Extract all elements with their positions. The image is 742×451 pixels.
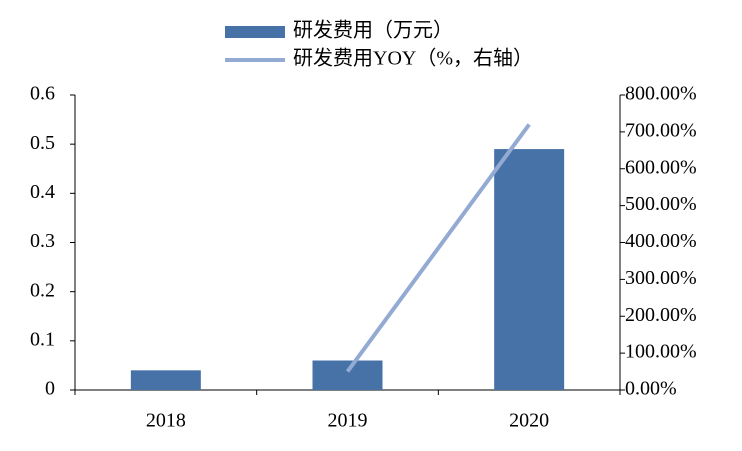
y2-tick-label: 700.00% xyxy=(625,119,697,141)
y2-tick-label: 800.00% xyxy=(625,83,697,105)
y-tick-label: 0.5 xyxy=(30,132,55,154)
line xyxy=(345,123,531,373)
legend-swatch xyxy=(225,26,285,38)
x-tick-label: 2018 xyxy=(146,410,186,432)
y2-tick-label: 600.00% xyxy=(625,156,697,178)
y2-tick-label: 300.00% xyxy=(625,267,697,289)
x-tick-label: 2020 xyxy=(509,410,549,432)
x-tick-label: 2019 xyxy=(328,410,368,432)
y-tick-label: 0.2 xyxy=(30,279,55,301)
legend-label: 研发费用（万元） xyxy=(293,19,453,42)
y2-tick-label: 100.00% xyxy=(625,341,697,363)
bar xyxy=(130,370,201,390)
y-tick-label: 0.1 xyxy=(30,328,55,350)
y2-tick-label: 500.00% xyxy=(625,193,697,215)
bar xyxy=(494,149,565,390)
y-tick-label: 0.4 xyxy=(30,181,55,203)
y2-tick-label: 200.00% xyxy=(625,304,697,326)
y-tick-label: 0.3 xyxy=(30,230,55,252)
legend-label: 研发费用YOY（%，右轴） xyxy=(293,47,533,70)
y2-tick-label: 0.00% xyxy=(625,378,677,400)
y-tick-label: 0 xyxy=(45,378,55,400)
bar xyxy=(312,360,383,390)
y-tick-label: 0.6 xyxy=(30,83,55,105)
y2-tick-label: 400.00% xyxy=(625,230,697,252)
